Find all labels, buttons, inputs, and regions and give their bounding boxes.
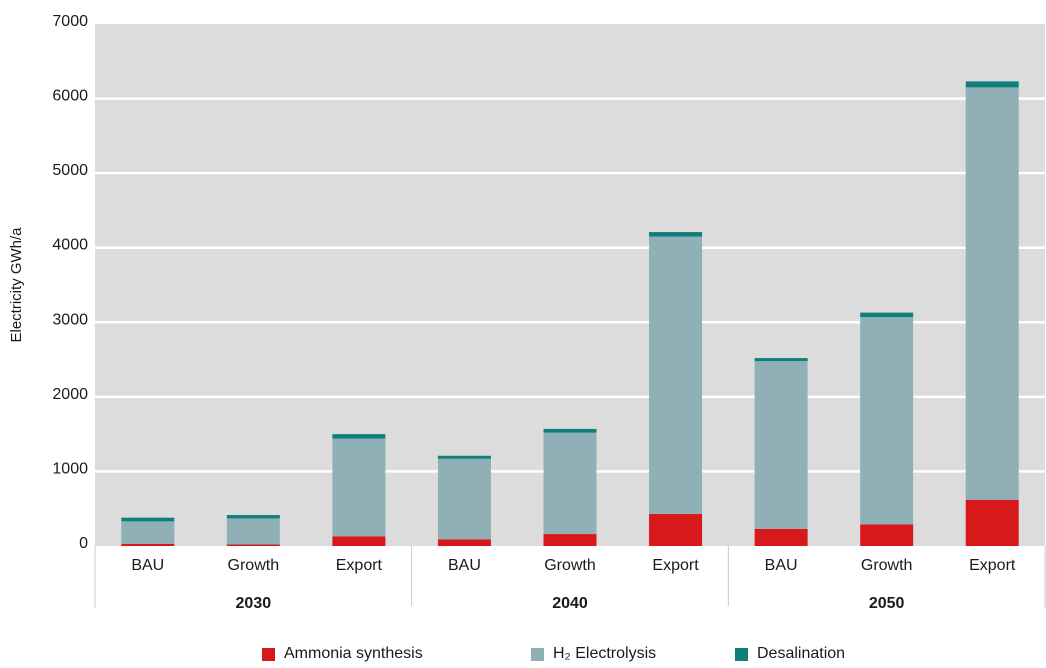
y-axis-label: Electricity GWh/a [8,227,25,343]
bar-segment-desalination [437,455,491,459]
x-group-label: 2050 [869,595,905,612]
bar-segment-ammonia [543,534,597,546]
legend-swatch-ammonia [262,647,275,661]
bar-segment-ammonia [649,513,703,546]
bar-segment-electrolysis [754,361,808,529]
bar-segment-ammonia [754,528,808,546]
x-tick-label: BAU [131,557,164,574]
bar-segment-desalination [754,358,808,362]
bar-segment-desalination [226,515,280,519]
x-tick-label: BAU [765,557,798,574]
bar-segment-ammonia [860,524,914,546]
legend-item-ammonia: Ammonia synthesis [262,645,423,663]
x-tick-label: Growth [544,557,596,574]
y-tick-label: 2000 [52,386,88,403]
legend-item-electrolysis: H₂ Electrolysis [531,645,656,663]
bar-segment-ammonia [226,544,280,546]
legend-label-desalination: Desalination [757,645,846,662]
legend: Ammonia synthesis H₂ Electrolysis Desali… [0,645,1046,667]
x-tick-label: Growth [228,557,280,574]
bar-segment-desalination [649,232,703,237]
legend-swatch-desalination [735,647,748,661]
y-tick-label: 6000 [52,88,88,105]
bar-segment-ammonia [121,543,175,546]
bar-segment-electrolysis [226,518,280,545]
x-tick-label: BAU [448,557,481,574]
x-group-label: 2040 [552,595,588,612]
bar-segment-electrolysis [437,458,491,540]
legend-item-desalination: Desalination [735,645,845,663]
legend-label-electrolysis: H₂ Electrolysis [553,645,657,662]
bar-segment-ammonia [965,499,1019,546]
y-tick-label: 4000 [52,237,88,254]
bar-segment-ammonia [332,536,386,546]
x-group-label: 2030 [236,595,272,612]
y-tick-label: 3000 [52,311,88,328]
bar-segment-electrolysis [121,521,175,544]
bar-segment-electrolysis [860,317,914,525]
legend-swatch-electrolysis [531,647,544,661]
x-tick-label: Export [969,557,1016,574]
y-tick-label: 1000 [52,460,88,477]
bar-segment-electrolysis [649,236,703,514]
bar-segment-desalination [332,434,386,439]
bar-segment-desalination [121,517,175,522]
bar-segment-electrolysis [965,87,1019,500]
y-tick-label: 5000 [52,162,88,179]
x-tick-label: Export [652,557,699,574]
bar-segment-electrolysis [332,438,386,537]
x-tick-label: Export [336,557,383,574]
y-tick-label: 0 [79,535,88,552]
bar-segment-ammonia [437,539,491,546]
bar-segment-electrolysis [543,432,597,535]
legend-label-ammonia: Ammonia synthesis [284,645,423,662]
y-tick-label: 7000 [52,13,88,30]
bar-segment-desalination [543,428,597,433]
bar-segment-desalination [965,81,1019,88]
x-tick-label: Growth [861,557,913,574]
bar-segment-desalination [860,312,914,318]
